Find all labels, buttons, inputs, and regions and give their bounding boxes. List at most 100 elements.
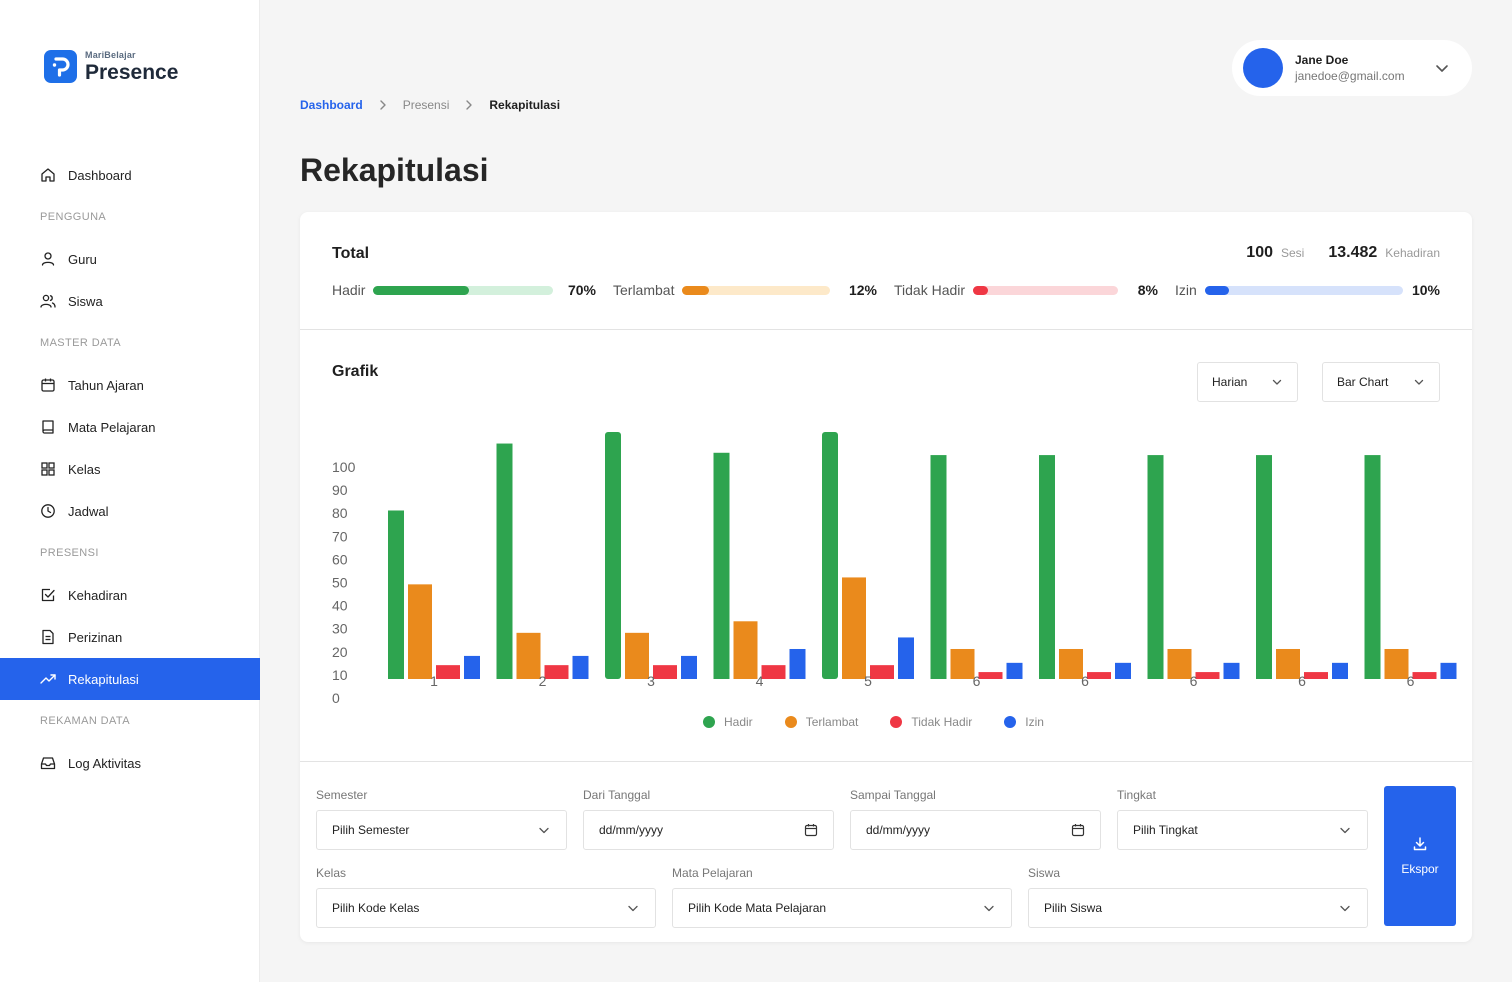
x-tick-label: 2: [539, 673, 547, 689]
tingkat-select[interactable]: Pilih Tingkat: [1117, 810, 1368, 850]
bar-terlambat[interactable]: [1167, 648, 1192, 679]
calendar-icon[interactable]: [1071, 823, 1085, 837]
progress-label: Hadir: [332, 282, 366, 298]
brand-logo[interactable]: MariBelajar Presence: [44, 50, 178, 83]
sesi-value: 100: [1246, 244, 1273, 261]
breadcrumb-dashboard[interactable]: Dashboard: [300, 98, 363, 112]
sidebar-item-dashboard[interactable]: Dashboard: [0, 154, 260, 196]
bar-tidak-hadir[interactable]: [1195, 672, 1220, 679]
bar-terlambat[interactable]: [950, 648, 975, 679]
export-button[interactable]: Ekspor: [1384, 786, 1456, 926]
chevron-down-icon: [1340, 905, 1350, 912]
sidebar-item-label: Rekapitulasi: [68, 671, 139, 687]
bar-terlambat[interactable]: [1059, 648, 1083, 679]
bar-tidak-hadir[interactable]: [870, 665, 894, 679]
bar-izin[interactable]: [1440, 662, 1457, 679]
sidebar-item-rekapitulasi[interactable]: Rekapitulasi: [0, 658, 260, 700]
dari-tanggal-value: dd/mm/yyyy: [599, 823, 664, 837]
bar-tidak-hadir[interactable]: [544, 665, 569, 679]
sidebar-item-siswa[interactable]: Siswa: [0, 280, 260, 322]
bar-tidak-hadir[interactable]: [1412, 672, 1437, 679]
y-tick-label: 10: [332, 667, 348, 683]
bar-hadir[interactable]: [1147, 455, 1164, 679]
bar-tidak-hadir[interactable]: [761, 665, 786, 679]
bar-hadir[interactable]: [388, 510, 404, 679]
bar-terlambat[interactable]: [842, 577, 866, 679]
sidebar-item-log-aktivitas[interactable]: Log Aktivitas: [0, 742, 260, 784]
avatar[interactable]: [1243, 48, 1283, 88]
bar-tidak-hadir[interactable]: [653, 665, 677, 679]
legend-item[interactable]: Terlambat: [784, 715, 858, 729]
progress-percent: 12%: [848, 282, 877, 298]
bar-izin[interactable]: [1115, 662, 1131, 679]
chevron-down-icon[interactable]: [1434, 60, 1450, 76]
legend-dot-icon: [1004, 716, 1017, 728]
bar-izin[interactable]: [572, 655, 589, 679]
chart-type-select-value: Bar Chart: [1337, 375, 1389, 389]
bar-terlambat[interactable]: [1276, 648, 1300, 679]
sidebar-item-kelas[interactable]: Kelas: [0, 448, 260, 490]
bar-tidak-hadir[interactable]: [436, 665, 460, 679]
sidebar-item-kehadiran[interactable]: Kehadiran: [0, 574, 260, 616]
sampai-tanggal-label: Sampai Tanggal: [850, 788, 936, 802]
chevron-right-icon: [377, 99, 389, 111]
legend-item[interactable]: Hadir: [703, 715, 753, 729]
breadcrumb: Dashboard Presensi Rekapitulasi: [300, 98, 560, 112]
user-icon: [40, 251, 56, 267]
sidebar-item-perizinan[interactable]: Perizinan: [0, 616, 260, 658]
calendar-icon[interactable]: [804, 823, 818, 837]
semester-select[interactable]: Pilih Semester: [316, 810, 567, 850]
sidebar-item-label: Tahun Ajaran: [68, 377, 144, 393]
bar-terlambat[interactable]: [516, 632, 541, 679]
bar-hadir[interactable]: [496, 443, 513, 679]
bar-izin[interactable]: [1223, 662, 1240, 679]
legend-item[interactable]: Tidak Hadir: [890, 715, 972, 729]
bar-tidak-hadir[interactable]: [1304, 672, 1328, 679]
sampai-tanggal-input[interactable]: dd/mm/yyyy: [850, 810, 1101, 850]
bar-izin[interactable]: [1006, 662, 1023, 679]
bar-hadir[interactable]: [930, 455, 947, 679]
bar-hadir[interactable]: [1364, 455, 1381, 679]
bar-hadir[interactable]: [822, 432, 838, 679]
bar-terlambat[interactable]: [733, 621, 758, 679]
legend-item[interactable]: Izin: [1004, 715, 1044, 729]
sidebar-item-guru[interactable]: Guru: [0, 238, 260, 280]
mata-pelajaran-select[interactable]: Pilih Kode Mata Pelajaran: [672, 888, 1012, 928]
chevron-down-icon: [628, 905, 638, 912]
bar-tidak-hadir[interactable]: [1087, 672, 1111, 679]
period-select[interactable]: Harian: [1197, 362, 1298, 402]
y-tick-label: 40: [332, 598, 348, 614]
breadcrumb-rekapitulasi: Rekapitulasi: [489, 98, 561, 112]
sidebar-item-tahun-ajaran[interactable]: Tahun Ajaran: [0, 364, 260, 406]
chevron-down-icon: [1340, 827, 1350, 834]
breadcrumb-presensi[interactable]: Presensi: [402, 98, 450, 112]
bar-izin[interactable]: [1332, 662, 1348, 679]
siswa-select[interactable]: Pilih Siswa: [1028, 888, 1368, 928]
dari-tanggal-input[interactable]: dd/mm/yyyy: [583, 810, 834, 850]
bar-hadir[interactable]: [1256, 455, 1272, 679]
kelas-select[interactable]: Pilih Kode Kelas: [316, 888, 656, 928]
y-tick-label: 90: [332, 482, 348, 498]
y-tick-label: 60: [332, 551, 348, 567]
inbox-icon: [40, 755, 56, 771]
semester-value: Pilih Semester: [332, 823, 410, 837]
bar-terlambat[interactable]: [1384, 648, 1409, 679]
sidebar-item-jadwal[interactable]: Jadwal: [0, 490, 260, 532]
bar-terlambat[interactable]: [625, 632, 649, 679]
bar-izin[interactable]: [789, 648, 806, 679]
bar-izin[interactable]: [464, 655, 480, 679]
bar-hadir[interactable]: [605, 432, 621, 679]
chevron-down-icon: [1414, 379, 1424, 385]
kelas-label: Kelas: [316, 866, 347, 880]
bar-tidak-hadir[interactable]: [978, 672, 1003, 679]
bar-terlambat[interactable]: [408, 584, 432, 679]
bar-izin[interactable]: [898, 637, 914, 679]
user-menu[interactable]: Jane Doe janedoe@gmail.com: [1232, 40, 1472, 96]
sidebar-item-mata-pelajaran[interactable]: Mata Pelajaran: [0, 406, 260, 448]
bar-hadir[interactable]: [1039, 455, 1055, 679]
bar-izin[interactable]: [681, 655, 697, 679]
total-stats: 100 Sesi 13.482 Kehadiran: [1246, 244, 1440, 262]
sidebar-item-label: Jadwal: [68, 503, 109, 519]
bar-hadir[interactable]: [713, 452, 730, 679]
chart-type-select[interactable]: Bar Chart: [1322, 362, 1440, 402]
